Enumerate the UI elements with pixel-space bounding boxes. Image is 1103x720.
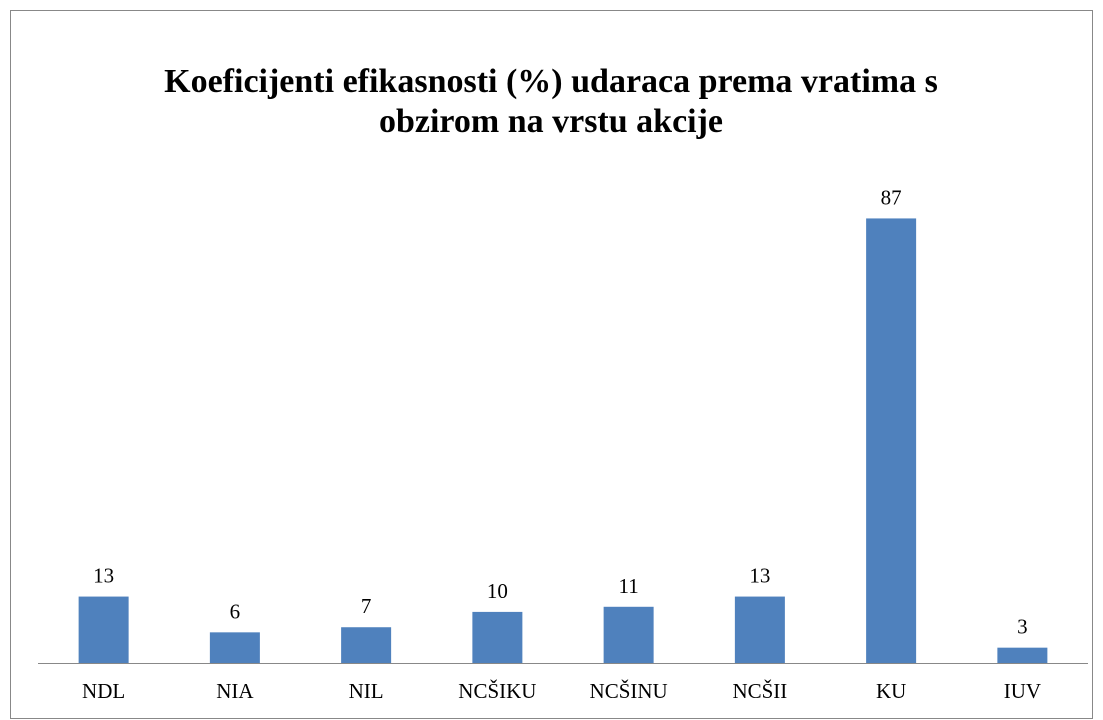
x-tick-label: NIL [349, 679, 384, 703]
x-tick-label: NCŠIKU [458, 679, 536, 703]
bar [734, 596, 785, 663]
bar [209, 632, 260, 663]
chart-border [10, 10, 1093, 719]
data-label: 11 [619, 574, 639, 598]
data-label: 13 [93, 564, 114, 588]
data-label: 7 [361, 594, 372, 618]
data-label: 10 [487, 579, 508, 603]
bar [341, 627, 392, 663]
bar [997, 647, 1048, 663]
x-tick-label: NCŠINU [590, 679, 668, 703]
x-tick-label: NIA [216, 679, 254, 703]
x-tick-label: IUV [1004, 679, 1041, 703]
bar [866, 218, 917, 663]
x-tick-label: NDL [82, 679, 125, 703]
x-tick-label: KU [876, 679, 906, 703]
x-tick-label: NCŠII [732, 679, 787, 703]
bar [603, 606, 654, 663]
data-label: 6 [230, 599, 241, 623]
data-label: 3 [1017, 615, 1028, 639]
bar [78, 596, 129, 663]
bar [472, 611, 523, 663]
data-label: 13 [749, 564, 770, 588]
chart-title: Koeficijenti efikasnosti (%) udaraca pre… [164, 63, 938, 140]
data-label: 87 [881, 185, 902, 209]
